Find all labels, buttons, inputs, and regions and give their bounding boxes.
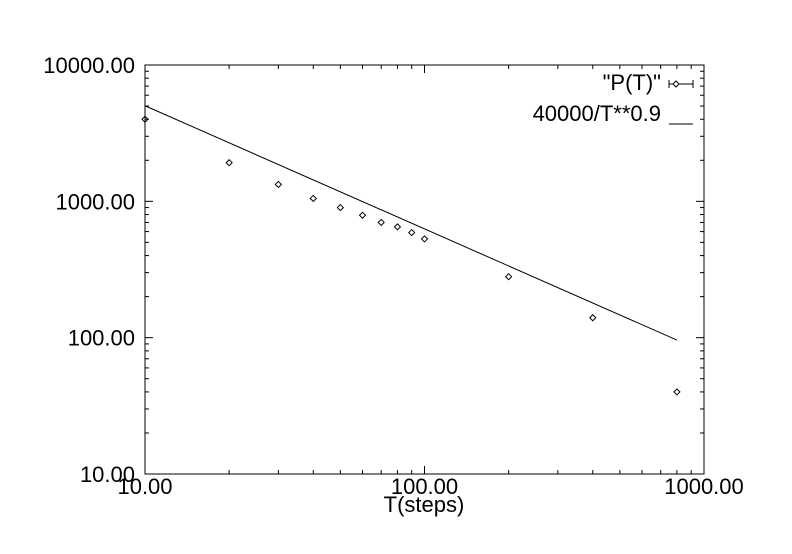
data-point	[274, 180, 283, 189]
data-point	[408, 228, 416, 237]
y-tick-label: 1000.00	[55, 189, 135, 214]
data-point	[673, 388, 681, 396]
x-tick-label: 10.00	[117, 474, 172, 499]
data-point	[225, 159, 233, 167]
data-point	[393, 223, 402, 231]
plot-frame	[144, 64, 705, 475]
axis-ticks	[144, 65, 704, 475]
tick-labels: 10.00 100.00 1000.00 10.00 100.00 1000.00 1000…	[43, 53, 744, 499]
fit-line	[144, 105, 678, 341]
data-point	[504, 272, 513, 281]
data-point	[589, 314, 597, 322]
x-axis-label: T(steps)	[384, 492, 465, 517]
legend-marker	[672, 80, 680, 88]
y-tick-label: 100.00	[68, 326, 135, 351]
x-tick-label: 100.00	[391, 474, 458, 499]
legend-label: "P(T)"	[603, 70, 661, 95]
data-point	[336, 203, 345, 212]
legend: "P(T)" 40000/T**0.9	[533, 70, 694, 126]
legend-label: 40000/T**0.9	[533, 101, 661, 126]
y-tick-label: 10.00	[80, 462, 135, 487]
data-point	[309, 194, 317, 203]
data-point	[420, 235, 429, 243]
x-tick-label: 1000.00	[664, 474, 744, 499]
y-tick-label: 10000.00	[43, 53, 135, 78]
data-point	[358, 211, 367, 219]
series-layer	[141, 105, 681, 396]
data-point	[141, 115, 149, 123]
data-point	[377, 218, 385, 227]
